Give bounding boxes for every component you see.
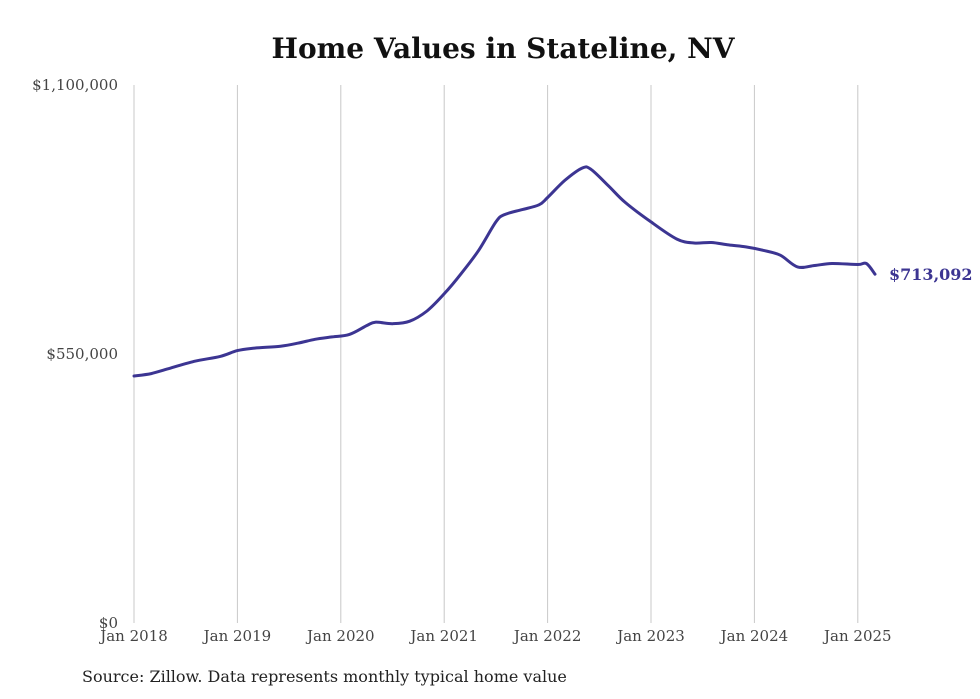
- end-value-label: $713,092: [889, 265, 973, 284]
- x-tick-label: Jan 2025: [822, 627, 892, 645]
- source-note: Source: Zillow. Data represents monthly …: [82, 667, 567, 686]
- y-tick-label: $0: [99, 614, 118, 632]
- x-tick-label: Jan 2022: [512, 627, 582, 645]
- grid-lines: [133, 85, 859, 623]
- x-tick-label: Jan 2019: [202, 627, 272, 645]
- y-axis-ticks: $0 $550,000 $1,100,000: [32, 76, 118, 632]
- series-line: [132, 165, 877, 378]
- x-tick-label: Jan 2021: [408, 627, 478, 645]
- x-axis-ticks: Jan 2018 Jan 2019 Jan 2020 Jan 2021 Jan 2022…: [98, 627, 891, 645]
- x-tick-label: Jan 2018: [98, 627, 168, 645]
- x-tick-label: Jan 2023: [615, 627, 685, 645]
- y-tick-label: $1,100,000: [32, 76, 118, 94]
- chart-title: Home Values in Stateline, NV: [271, 32, 735, 65]
- x-tick-label: Jan 2024: [719, 627, 789, 645]
- x-tick-label: Jan 2020: [305, 627, 375, 645]
- y-tick-label: $550,000: [46, 345, 118, 363]
- series-group: $713,092: [132, 165, 973, 378]
